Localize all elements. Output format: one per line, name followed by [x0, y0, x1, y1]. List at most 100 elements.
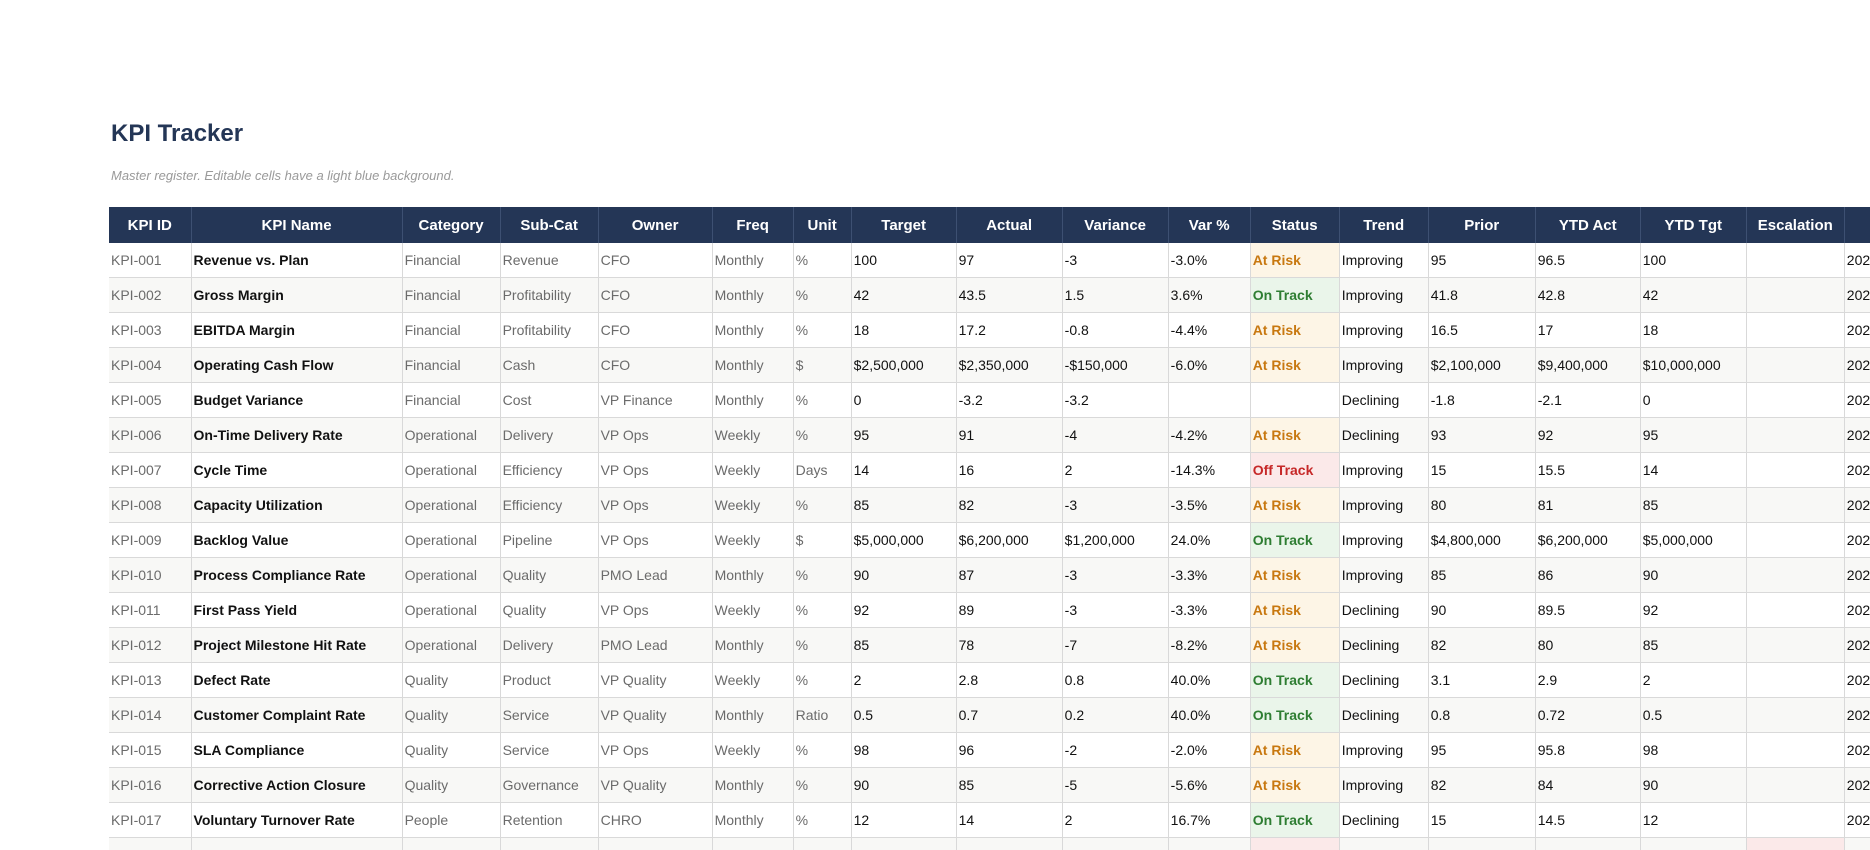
- ytd-tgt-cell[interactable]: 85: [1640, 627, 1747, 663]
- ytd-act-cell[interactable]: 2.9: [1535, 662, 1641, 698]
- escalation-cell[interactable]: [1746, 487, 1845, 523]
- escalation-cell[interactable]: [1746, 627, 1845, 663]
- ytd-act-cell[interactable]: 17: [1535, 312, 1641, 348]
- unit-cell[interactable]: %: [793, 592, 852, 628]
- review-cell[interactable]: 2026: [1844, 627, 1870, 663]
- freq-cell[interactable]: Monthly: [712, 312, 794, 348]
- owner-cell[interactable]: [598, 837, 713, 850]
- prior-cell[interactable]: 16.5: [1428, 312, 1536, 348]
- status-cell[interactable]: At Risk: [1250, 732, 1340, 768]
- prior-cell[interactable]: 41.8: [1428, 277, 1536, 313]
- kpi-id-cell[interactable]: KPI-004: [109, 347, 192, 383]
- table-row[interactable]: KPI-001 Revenue vs. Plan Financial Revenue C…: [109, 243, 1870, 278]
- target-cell[interactable]: 85: [851, 487, 957, 523]
- subcat-cell[interactable]: Pipeline: [500, 522, 599, 558]
- prior-cell[interactable]: 0.8: [1428, 697, 1536, 733]
- escalation-cell[interactable]: [1746, 732, 1845, 768]
- subcat-cell[interactable]: Governance: [500, 767, 599, 803]
- ytd-act-cell[interactable]: 95.8: [1535, 732, 1641, 768]
- owner-cell[interactable]: CHRO: [598, 802, 713, 838]
- kpi-id-cell[interactable]: KPI-006: [109, 417, 192, 453]
- trend-cell[interactable]: Declining: [1339, 382, 1429, 418]
- variance-cell[interactable]: 0.8: [1062, 662, 1169, 698]
- owner-cell[interactable]: VP Ops: [598, 592, 713, 628]
- freq-cell[interactable]: Monthly: [712, 277, 794, 313]
- var-pct-cell[interactable]: [1168, 382, 1251, 418]
- ytd-tgt-cell[interactable]: 18: [1640, 312, 1747, 348]
- escalation-cell[interactable]: [1746, 522, 1845, 558]
- owner-cell[interactable]: VP Quality: [598, 697, 713, 733]
- unit-cell[interactable]: %: [793, 732, 852, 768]
- target-cell[interactable]: $2,500,000: [851, 347, 957, 383]
- trend-cell[interactable]: Improving: [1339, 277, 1429, 313]
- kpi-id-cell[interactable]: KPI-008: [109, 487, 192, 523]
- kpi-id-cell[interactable]: KPI-014: [109, 697, 192, 733]
- review-cell[interactable]: 2026: [1844, 347, 1870, 383]
- ytd-act-cell[interactable]: 86: [1535, 557, 1641, 593]
- category-cell[interactable]: Operational: [402, 592, 501, 628]
- status-cell[interactable]: At Risk: [1250, 347, 1340, 383]
- prior-cell[interactable]: 15: [1428, 802, 1536, 838]
- status-cell[interactable]: At Risk: [1250, 767, 1340, 803]
- subcat-cell[interactable]: Efficiency: [500, 452, 599, 488]
- kpi-name-cell[interactable]: Cycle Time: [191, 452, 403, 488]
- target-cell[interactable]: 18: [851, 312, 957, 348]
- variance-cell[interactable]: $1,200,000: [1062, 522, 1169, 558]
- var-pct-cell[interactable]: -3.3%: [1168, 557, 1251, 593]
- table-row[interactable]: KPI-005 Budget Variance Financial Cost VP Fi…: [109, 382, 1870, 418]
- trend-cell[interactable]: Declining: [1339, 592, 1429, 628]
- actual-cell[interactable]: 89: [956, 592, 1063, 628]
- trend-cell[interactable]: Improving: [1339, 732, 1429, 768]
- prior-cell[interactable]: 95: [1428, 243, 1536, 278]
- escalation-cell[interactable]: [1746, 592, 1845, 628]
- category-cell[interactable]: Quality: [402, 732, 501, 768]
- escalation-cell[interactable]: [1746, 767, 1845, 803]
- ytd-act-cell[interactable]: -2.1: [1535, 382, 1641, 418]
- var-pct-cell[interactable]: 3.6%: [1168, 277, 1251, 313]
- prior-cell[interactable]: 82: [1428, 627, 1536, 663]
- review-cell[interactable]: 2026: [1844, 522, 1870, 558]
- target-cell[interactable]: 100: [851, 243, 957, 278]
- trend-cell[interactable]: Improving: [1339, 522, 1429, 558]
- kpi-id-cell[interactable]: KPI-015: [109, 732, 192, 768]
- trend-cell[interactable]: Improving: [1339, 347, 1429, 383]
- column-header[interactable]: R: [1844, 207, 1870, 243]
- freq-cell[interactable]: Monthly: [712, 802, 794, 838]
- escalation-cell[interactable]: [1746, 243, 1845, 278]
- category-cell[interactable]: Operational: [402, 557, 501, 593]
- kpi-id-cell[interactable]: KPI-001: [109, 243, 192, 278]
- kpi-name-cell[interactable]: Corrective Action Closure: [191, 767, 403, 803]
- var-pct-cell[interactable]: 16.7%: [1168, 802, 1251, 838]
- prior-cell[interactable]: $2,100,000: [1428, 347, 1536, 383]
- variance-cell[interactable]: 2: [1062, 802, 1169, 838]
- escalation-cell[interactable]: [1746, 802, 1845, 838]
- ytd-act-cell[interactable]: 0.72: [1535, 697, 1641, 733]
- freq-cell[interactable]: Monthly: [712, 697, 794, 733]
- ytd-act-cell[interactable]: [1535, 837, 1641, 850]
- kpi-id-cell[interactable]: KPI-007: [109, 452, 192, 488]
- actual-cell[interactable]: $6,200,000: [956, 522, 1063, 558]
- ytd-tgt-cell[interactable]: $10,000,000: [1640, 347, 1747, 383]
- target-cell[interactable]: [851, 837, 957, 850]
- category-cell[interactable]: Financial: [402, 277, 501, 313]
- unit-cell[interactable]: %: [793, 487, 852, 523]
- kpi-id-cell[interactable]: KPI-009: [109, 522, 192, 558]
- subcat-cell[interactable]: Quality: [500, 592, 599, 628]
- target-cell[interactable]: 2: [851, 662, 957, 698]
- ytd-act-cell[interactable]: 89.5: [1535, 592, 1641, 628]
- freq-cell[interactable]: Monthly: [712, 382, 794, 418]
- ytd-tgt-cell[interactable]: 2: [1640, 662, 1747, 698]
- column-header[interactable]: Escalation: [1746, 207, 1845, 243]
- review-cell[interactable]: 2026: [1844, 417, 1870, 453]
- subcat-cell[interactable]: Cost: [500, 382, 599, 418]
- actual-cell[interactable]: 0.7: [956, 697, 1063, 733]
- column-header[interactable]: Target: [851, 207, 957, 243]
- status-cell[interactable]: [1250, 837, 1340, 850]
- subcat-cell[interactable]: Efficiency: [500, 487, 599, 523]
- category-cell[interactable]: Financial: [402, 382, 501, 418]
- review-cell[interactable]: 2026: [1844, 732, 1870, 768]
- category-cell[interactable]: Quality: [402, 767, 501, 803]
- trend-cell[interactable]: Improving: [1339, 767, 1429, 803]
- review-cell[interactable]: 2026: [1844, 312, 1870, 348]
- owner-cell[interactable]: VP Ops: [598, 732, 713, 768]
